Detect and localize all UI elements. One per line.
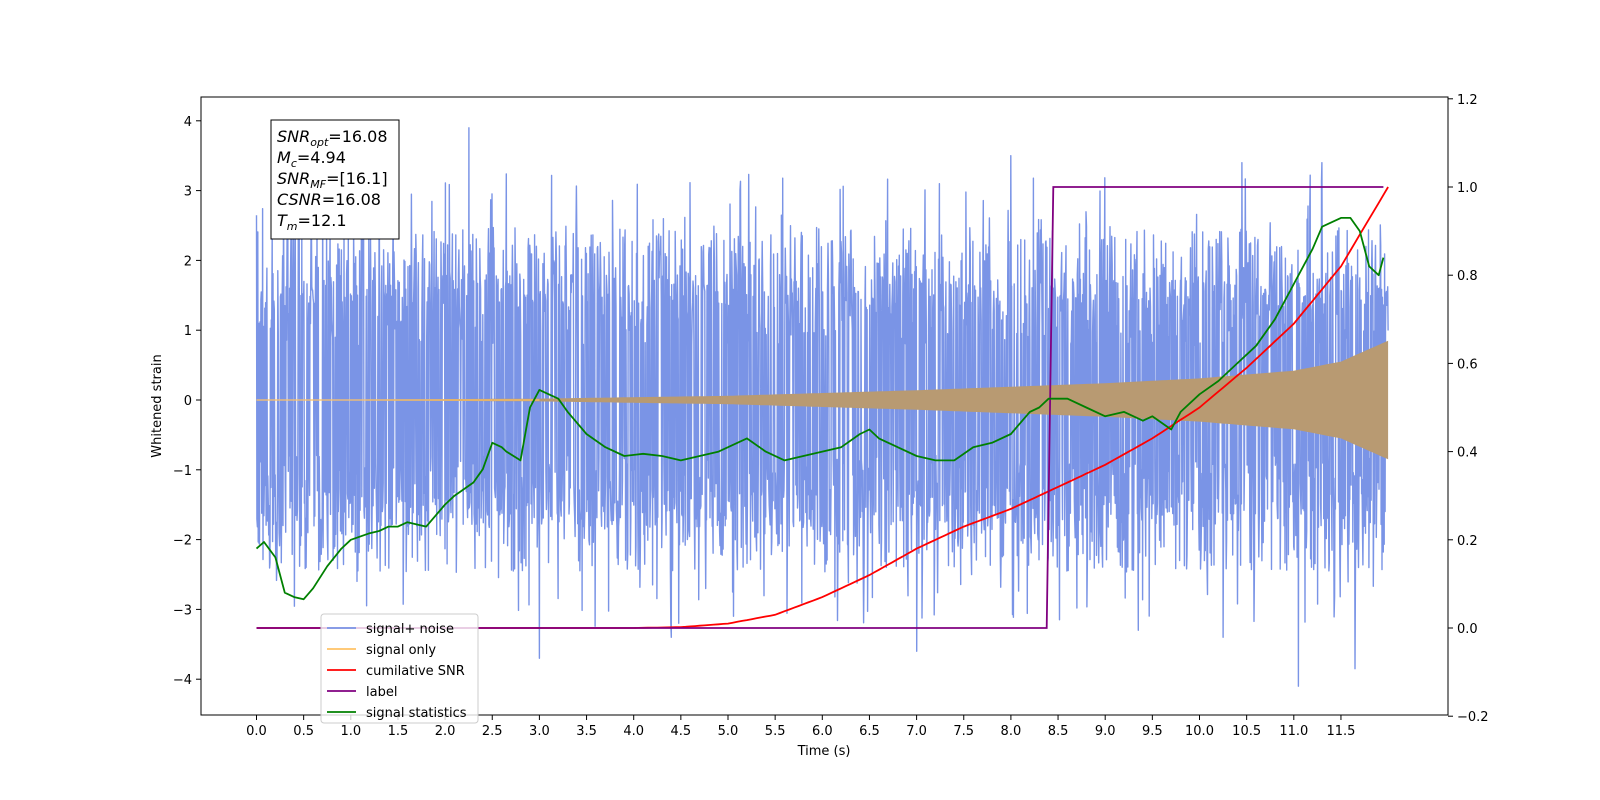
series-line-signal-plus-noise xyxy=(255,127,1389,687)
annotation-box: SNRopt=16.08Mc=4.94SNRMF=[16.1]CSNR=16.0… xyxy=(270,119,400,240)
x-tick-label: 4.5 xyxy=(671,724,692,739)
x-tick-label: 6.0 xyxy=(812,724,833,739)
y-axis-label: Whitened strain xyxy=(150,354,165,457)
y2-tick-label: 0.8 xyxy=(1457,269,1478,284)
y-tick-label: 3 xyxy=(184,185,192,200)
y-tick-label: −2 xyxy=(173,534,192,549)
series-line-signal-statistics xyxy=(255,216,1385,601)
series-line-label xyxy=(256,186,1384,629)
x-tick-label: 5.5 xyxy=(765,724,786,739)
y2-tick-label: 0.6 xyxy=(1457,357,1478,372)
legend-label: signal statistics xyxy=(366,706,467,721)
annotation-line: SNRopt=16.08 xyxy=(277,127,388,149)
x-tick-label: 11.5 xyxy=(1326,724,1355,739)
x-tick-label: 3.5 xyxy=(576,724,597,739)
x-tick-label: 9.5 xyxy=(1142,724,1163,739)
plot-frame xyxy=(200,96,1449,716)
x-tick-label: 5.0 xyxy=(718,724,739,739)
legend: signal+ noise signal only cumilative SNR la… xyxy=(320,613,479,724)
plot-area xyxy=(255,127,1389,687)
legend-label: label xyxy=(366,685,397,700)
x-tick-label: 8.5 xyxy=(1048,724,1069,739)
x-tick-label: 10.5 xyxy=(1232,724,1261,739)
x-tick-label: 3.0 xyxy=(529,724,550,739)
x-tick-label: 7.0 xyxy=(906,724,927,739)
y-axis-right: 1.2 1.0 0.8 0.6 0.4 0.2 0.0 −0.2 xyxy=(1448,93,1489,725)
x-tick-label: 10.0 xyxy=(1185,724,1214,739)
x-tick-label: 6.5 xyxy=(859,724,880,739)
y-tick-label: 0 xyxy=(184,394,192,409)
x-axis: 0.0 0.5 1.0 1.5 2.0 2.5 3.0 3.5 4.0 4.5 5.0 5.5 6.0 6… xyxy=(246,715,1355,739)
legend-label: signal only xyxy=(366,643,436,658)
annotation-line: Mc=4.94 xyxy=(277,148,346,170)
y2-tick-label: 1.0 xyxy=(1457,181,1478,196)
y-tick-label: 1 xyxy=(184,324,192,339)
legend-label: cumilative SNR xyxy=(366,664,465,679)
series-fill-signal-only xyxy=(256,340,1389,460)
x-tick-label: 7.5 xyxy=(953,724,974,739)
annotation-line: SNRMF=[16.1] xyxy=(277,169,388,191)
annotation-line: Tm=12.1 xyxy=(277,211,347,233)
x-tick-label: 4.0 xyxy=(623,724,644,739)
x-axis-label: Time (s) xyxy=(797,744,851,759)
x-tick-label: 9.0 xyxy=(1095,724,1116,739)
y-tick-label: −1 xyxy=(173,464,192,479)
y-tick-label: −3 xyxy=(173,603,192,618)
x-tick-label: 8.0 xyxy=(1001,724,1022,739)
y-axis-left: 4 3 2 1 0 −1 −2 −3 −4 xyxy=(173,115,201,688)
x-tick-label: 0.0 xyxy=(246,724,267,739)
x-tick-label: 0.5 xyxy=(293,724,314,739)
annotation-line: CSNR=16.08 xyxy=(277,190,381,209)
legend-label: signal+ noise xyxy=(366,622,454,637)
y2-tick-label: 0.2 xyxy=(1457,534,1478,549)
x-tick-label: 2.5 xyxy=(482,724,503,739)
y2-tick-label: −0.2 xyxy=(1457,710,1489,725)
x-tick-label: 1.0 xyxy=(340,724,361,739)
y2-tick-label: 1.2 xyxy=(1457,93,1478,108)
y2-tick-label: 0.0 xyxy=(1457,622,1478,637)
y-tick-label: 4 xyxy=(184,115,192,130)
x-tick-label: 11.0 xyxy=(1279,724,1308,739)
x-tick-label: 1.5 xyxy=(388,724,409,739)
y2-tick-label: 0.4 xyxy=(1457,446,1478,461)
y-tick-label: −4 xyxy=(173,673,192,688)
x-tick-label: 2.0 xyxy=(435,724,456,739)
y-tick-label: 2 xyxy=(184,254,192,269)
